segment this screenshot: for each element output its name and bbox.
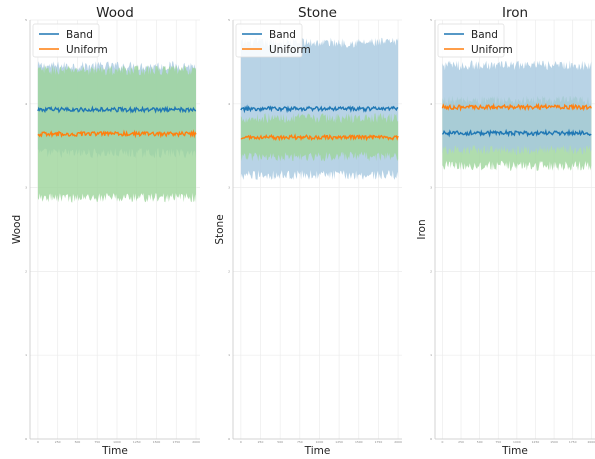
tick-labels: 0 250 500 750 1000 1250 1500 1750 2000 0 1 2 3 4 5 — [430, 18, 595, 444]
x-tick-label: 0 — [441, 440, 443, 444]
x-tick-label: 1750 — [569, 440, 577, 444]
y-tick-label: 1 — [228, 353, 230, 357]
bands — [442, 60, 592, 171]
y-tick-label: 0 — [430, 437, 432, 441]
panel-title: Wood — [96, 5, 134, 21]
y-tick-label: 1 — [430, 353, 432, 357]
x-tick-label: 2000 — [192, 440, 200, 444]
chart-panel-wood: 0 250 500 750 1000 1250 1500 1750 2000 0 1 2 3 4 5 Band… — [11, 5, 200, 457]
series-line-band — [37, 105, 197, 114]
y-axis-label: Wood — [11, 215, 23, 244]
x-tick-label: 1750 — [172, 440, 180, 444]
x-tick-label: 750 — [94, 440, 100, 444]
x-tick-label: 1250 — [335, 440, 343, 444]
y-tick-label: 5 — [228, 18, 230, 22]
x-tick-label: 250 — [55, 440, 61, 444]
x-tick-label: 500 — [277, 440, 283, 444]
lines — [37, 105, 197, 139]
y-tick-label: 2 — [228, 269, 230, 273]
x-tick-label: 500 — [477, 440, 483, 444]
x-tick-label: 0 — [37, 440, 39, 444]
y-tick-label: 3 — [430, 186, 432, 190]
chart-panel-iron: 0 250 500 750 1000 1250 1500 1750 2000 0 1 2 3 4 5 Band… — [416, 5, 595, 457]
legend: Band Uniform — [235, 23, 311, 58]
panel-title: Iron — [502, 5, 528, 21]
x-tick-label: 1500 — [355, 440, 363, 444]
y-tick-label: 2 — [430, 269, 432, 273]
legend: Band Uniform — [32, 23, 108, 58]
y-tick-label: 5 — [430, 18, 432, 22]
y-tick-label: 1 — [25, 353, 27, 357]
x-axis-label: Time — [101, 445, 128, 457]
x-tick-label: 250 — [258, 440, 264, 444]
x-tick-label: 500 — [75, 440, 81, 444]
chart-panel-stone: 0 250 500 750 1000 1250 1500 1750 2000 0 1 2 3 4 5 Band… — [214, 5, 402, 457]
legend: Band Uniform — [437, 23, 513, 58]
x-tick-label: 2000 — [587, 440, 595, 444]
x-tick-label: 0 — [240, 440, 242, 444]
legend-entry: Uniform — [471, 44, 513, 56]
y-tick-label: 4 — [25, 102, 27, 106]
x-axis-label: Time — [304, 445, 331, 457]
x-tick-label: 250 — [458, 440, 464, 444]
legend-entry: Band — [66, 29, 93, 41]
x-tick-label: 1250 — [133, 440, 141, 444]
band-uniform — [37, 65, 197, 203]
series-line-uniform — [37, 129, 197, 139]
y-tick-label: 0 — [228, 437, 230, 441]
y-tick-label: 4 — [228, 102, 230, 106]
legend-entry: Uniform — [66, 44, 108, 56]
y-tick-label: 5 — [25, 18, 27, 22]
legend-entry: Uniform — [269, 44, 311, 56]
y-tick-label: 4 — [430, 102, 432, 106]
y-tick-label: 3 — [25, 186, 27, 190]
x-tick-label: 1000 — [513, 440, 521, 444]
series-line-uniform — [441, 102, 592, 112]
lines — [441, 102, 592, 138]
x-tick-label: 1000 — [113, 440, 121, 444]
x-tick-label: 1750 — [375, 440, 383, 444]
legend-entry: Band — [269, 29, 296, 41]
x-tick-label: 1500 — [550, 440, 558, 444]
series-line-band — [240, 104, 399, 114]
x-axis-label: Time — [501, 445, 528, 457]
x-tick-label: 750 — [297, 440, 303, 444]
x-tick-label: 2000 — [394, 440, 402, 444]
bands — [37, 61, 197, 203]
x-tick-label: 1250 — [532, 440, 540, 444]
y-tick-label: 0 — [25, 437, 27, 441]
series-line-band — [441, 128, 592, 138]
x-tick-label: 1500 — [153, 440, 161, 444]
y-axis-label: Stone — [214, 214, 226, 244]
tick-labels: 0 250 500 750 1000 1250 1500 1750 2000 0 1 2 3 4 5 — [228, 18, 402, 444]
legend-entry: Band — [471, 29, 498, 41]
y-tick-label: 2 — [25, 269, 27, 273]
lines — [240, 104, 399, 142]
y-tick-label: 3 — [228, 186, 230, 190]
x-tick-label: 1000 — [316, 440, 324, 444]
tick-labels: 0 250 500 750 1000 1250 1500 1750 2000 0 1 2 3 4 5 — [25, 18, 200, 444]
panel-title: Stone — [298, 5, 337, 21]
y-axis-label: Iron — [416, 219, 428, 239]
x-tick-label: 750 — [495, 440, 501, 444]
series-line-uniform — [240, 133, 399, 142]
